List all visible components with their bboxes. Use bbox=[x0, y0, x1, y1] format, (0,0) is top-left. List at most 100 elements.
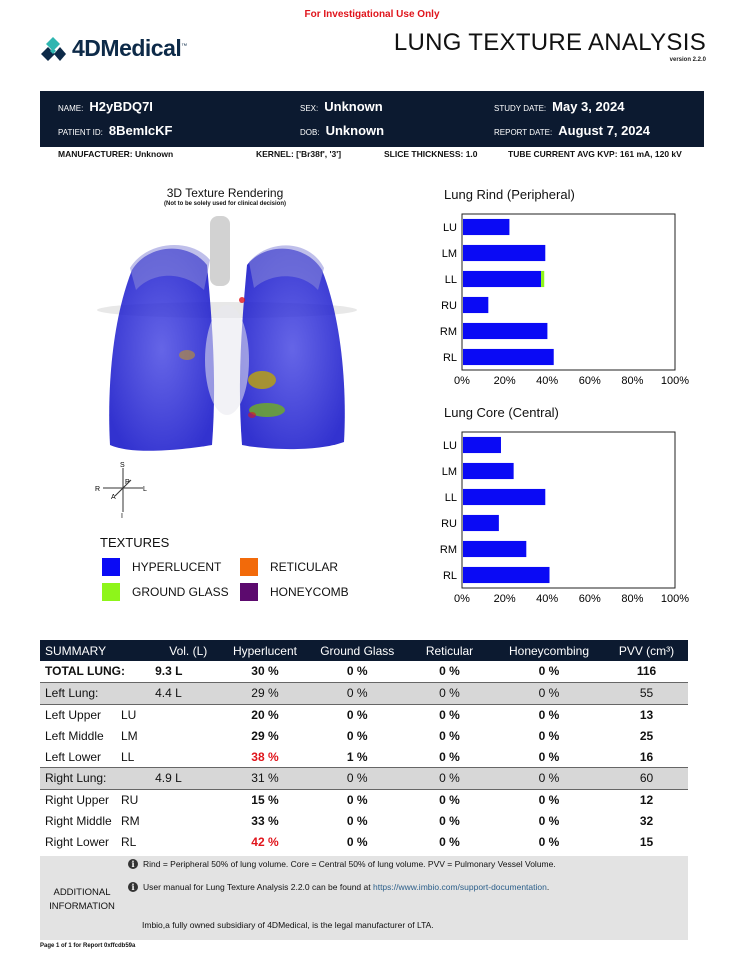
orient-p: P bbox=[125, 479, 130, 486]
row-name: Right Upper bbox=[45, 793, 110, 808]
cell-ret: 0 % bbox=[439, 707, 460, 722]
summary-row: Right Middle RM 33 % 0 % 0 % 0 % 32 bbox=[40, 811, 688, 832]
x-tick-label: 100% bbox=[661, 593, 689, 605]
row-code: RM bbox=[121, 813, 140, 828]
cell-honey: 0 % bbox=[538, 813, 560, 828]
orient-l: L bbox=[143, 486, 147, 493]
cell-hyper: 29 % bbox=[221, 681, 309, 705]
row-code: RL bbox=[121, 834, 137, 849]
x-tick-label: 0% bbox=[454, 375, 470, 387]
cell-gg: 0 % bbox=[346, 728, 368, 743]
summary-table: SUMMARY Vol. (L) Hyperlucent Ground Glas… bbox=[40, 640, 688, 852]
legend-hyperlucent: HYPERLUCENT bbox=[102, 558, 221, 576]
bar-ru-hyperlucent bbox=[463, 514, 499, 532]
legend-label: GROUND GLASS bbox=[132, 585, 229, 599]
tube-current-info: TUBE CURRENT AVG KVP: 161 mA, 120 kV bbox=[508, 149, 682, 159]
patient-sex-value: Unknown bbox=[324, 99, 383, 114]
x-tick-label: 40% bbox=[536, 375, 558, 387]
row-code: LL bbox=[121, 749, 135, 764]
report-date-value: August 7, 2024 bbox=[558, 123, 650, 138]
cell-ret: 0 % bbox=[405, 766, 494, 790]
cell-honey: 0 % bbox=[538, 793, 560, 808]
legend-label: RETICULAR bbox=[270, 560, 339, 574]
cell-ret: 0 % bbox=[405, 681, 494, 705]
cell-pvv: 55 bbox=[605, 681, 688, 705]
cell-hyper: 29 % bbox=[251, 728, 279, 743]
cell-hyper: 42 % bbox=[251, 834, 279, 849]
patient-name-value: H2yBDQ7I bbox=[89, 99, 153, 114]
row-label: Right Lower RL bbox=[40, 831, 155, 852]
cell-hyper: 33 % bbox=[251, 813, 279, 828]
summary-row: TOTAL LUNG: 9.3 L 30 % 0 % 0 % 0 % 116 bbox=[40, 661, 688, 682]
bar-lu-hyperlucent bbox=[463, 218, 510, 236]
row-name: Right Lower bbox=[45, 834, 110, 849]
legend-reticular: RETICULAR bbox=[240, 558, 338, 576]
summary-header-row: SUMMARY Vol. (L) Hyperlucent Ground Glas… bbox=[40, 640, 688, 661]
category-label: RU bbox=[441, 518, 457, 530]
patient-sex-label: SEX: bbox=[300, 104, 319, 113]
info-label-line1: ADDITIONAL bbox=[53, 887, 111, 898]
cell-pvv: 12 bbox=[639, 793, 654, 808]
summary-row: Right Lower RL 42 % 0 % 0 % 0 % 15 bbox=[40, 831, 688, 852]
x-tick-label: 60% bbox=[579, 375, 601, 387]
legend-ground-glass: GROUND GLASS bbox=[102, 583, 229, 601]
additional-info-label: ADDITIONAL INFORMATION bbox=[40, 886, 124, 914]
legend-honeycomb: HONEYCOMB bbox=[240, 583, 349, 601]
lung-3d-rendering bbox=[97, 216, 357, 451]
summary-row: Right Lung: 4.9 L 31 % 0 % 0 % 0 % 60 bbox=[40, 766, 688, 790]
ground-glass-swatch bbox=[102, 583, 120, 601]
bar-lu-hyperlucent bbox=[463, 436, 501, 454]
cell-gg: 0 % bbox=[346, 813, 368, 828]
patient-name-field: NAME: H2yBDQ7I bbox=[58, 99, 153, 114]
cell-ret: 0 % bbox=[439, 728, 460, 743]
cell-gg: 0 % bbox=[308, 766, 406, 790]
study-date-label: STUDY DATE: bbox=[494, 104, 547, 113]
logo-wordmark: 4DMedical™ bbox=[72, 35, 187, 62]
cell-honey: 0 % bbox=[538, 728, 560, 743]
patient-dob-value: Unknown bbox=[325, 123, 385, 138]
logo-trademark: ™ bbox=[181, 43, 187, 50]
reticular-swatch bbox=[240, 558, 258, 576]
cell-pvv: 116 bbox=[636, 664, 657, 679]
orientation-compass-icon: S I R L A P bbox=[95, 462, 147, 520]
patient-dob-label: DOB: bbox=[300, 128, 320, 137]
cell-pvv: 60 bbox=[605, 766, 688, 790]
plot-frame bbox=[461, 213, 676, 371]
patient-sex-field: SEX: Unknown bbox=[300, 99, 383, 114]
row-label: Left Lung: bbox=[40, 681, 156, 705]
cell-ret: 0 % bbox=[439, 664, 460, 679]
info-icon: i bbox=[128, 882, 138, 892]
cell-hyper: 38 % bbox=[251, 749, 279, 764]
col-summary: SUMMARY bbox=[40, 640, 156, 661]
rind-chart: LU LM LL RU RM RL 0% 20% 40% 60% 80% 100% bbox=[440, 213, 689, 387]
patient-id-label: PATIENT ID: bbox=[58, 128, 103, 137]
row-code: RU bbox=[121, 793, 139, 808]
additional-info-box: ADDITIONAL INFORMATION i Rind = Peripher… bbox=[40, 856, 688, 940]
cell-gg: 0 % bbox=[346, 793, 368, 808]
info-label-line2: INFORMATION bbox=[49, 901, 115, 912]
manufacturer-info: MANUFACTURER: Unknown bbox=[58, 149, 174, 159]
cell-ret: 0 % bbox=[439, 749, 460, 764]
category-label: LM bbox=[442, 466, 457, 478]
info-text-period: . bbox=[546, 882, 550, 892]
x-tick-label: 0% bbox=[454, 593, 470, 605]
x-tick-label: 20% bbox=[494, 593, 516, 605]
category-label: RL bbox=[443, 570, 457, 582]
category-label: LL bbox=[445, 274, 457, 286]
plot-frame bbox=[461, 431, 676, 589]
cell-ret: 0 % bbox=[439, 793, 460, 808]
orient-s: S bbox=[120, 462, 125, 469]
report-date-label: REPORT DATE: bbox=[494, 128, 553, 137]
cell-vol bbox=[155, 704, 221, 725]
support-documentation-link[interactable]: https://www.imbio.com/support-documentat… bbox=[372, 882, 547, 892]
row-label: Left Upper LU bbox=[40, 704, 155, 725]
cell-gg: 0 % bbox=[346, 664, 368, 679]
report-date-field: REPORT DATE: August 7, 2024 bbox=[494, 123, 650, 138]
cell-hyper: 20 % bbox=[251, 707, 279, 722]
row-name: Right Middle bbox=[45, 813, 112, 828]
cell-gg: 0 % bbox=[346, 707, 368, 722]
col-pvv: PVV (cm³) bbox=[605, 640, 688, 661]
patient-id-field: PATIENT ID: 8BemIcKF bbox=[58, 123, 172, 138]
row-code: LM bbox=[121, 728, 138, 743]
row-label: Right Lung: bbox=[40, 766, 156, 790]
